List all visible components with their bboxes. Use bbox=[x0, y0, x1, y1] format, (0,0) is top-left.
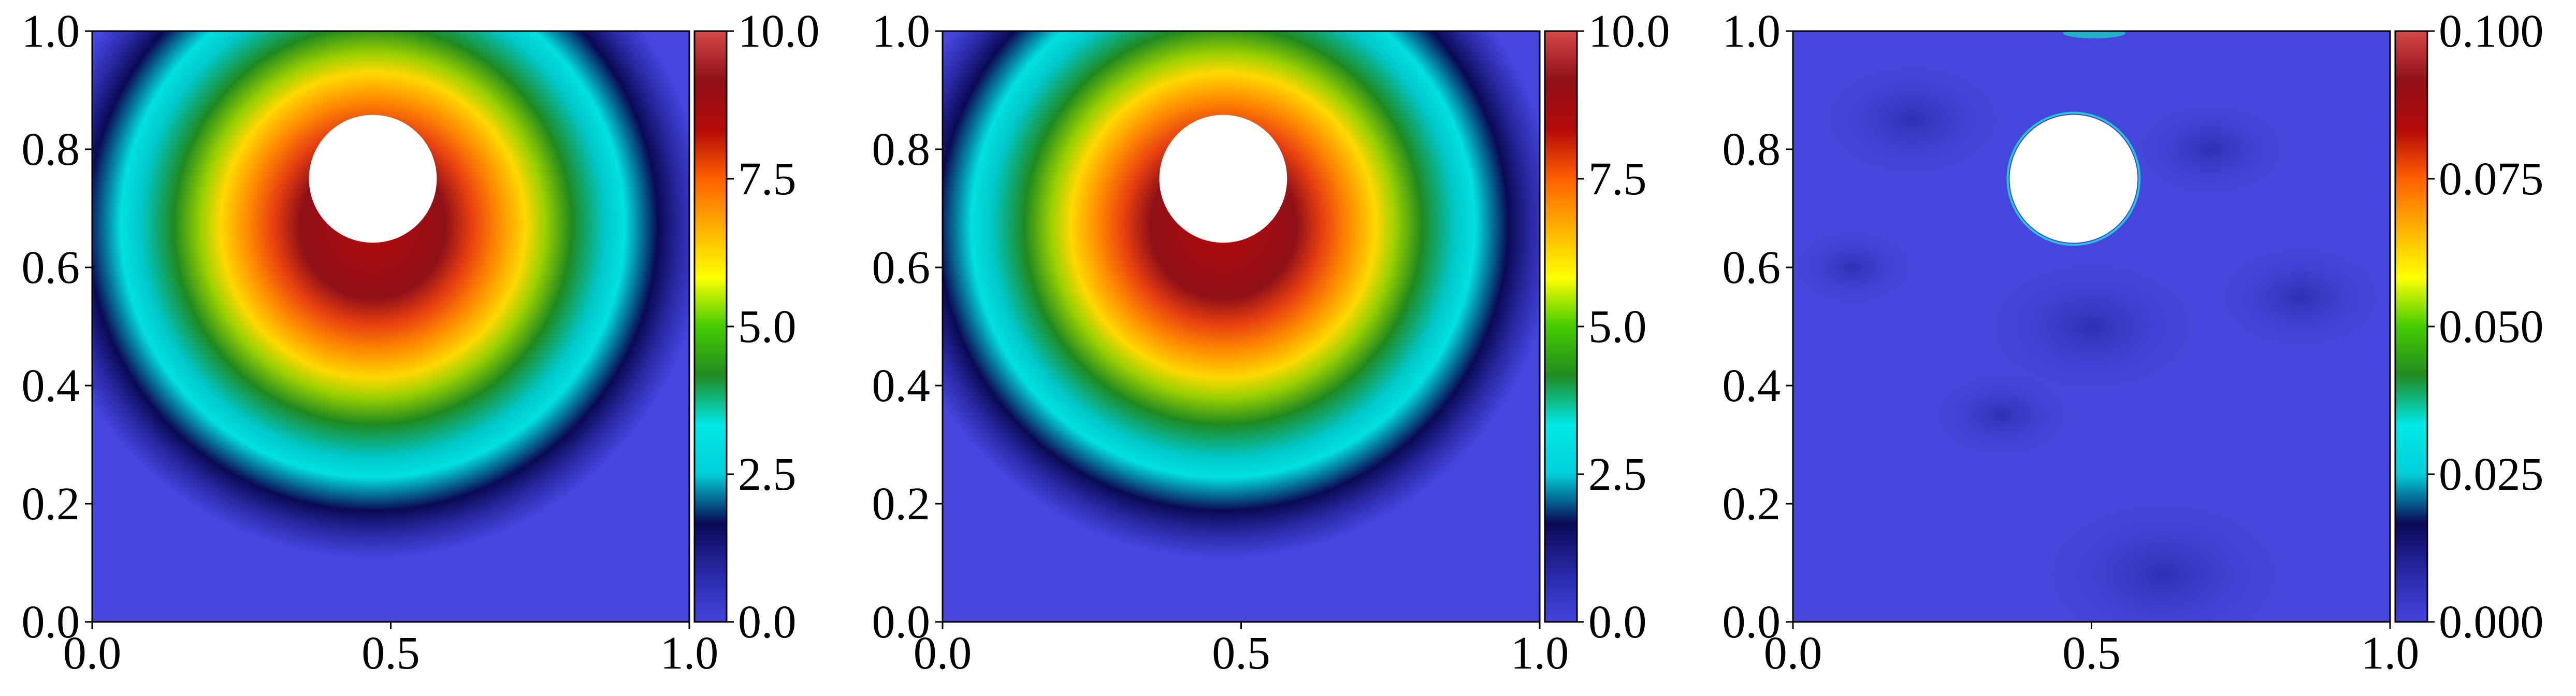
panel-2: 0.0 0.5 1.0 0.0 0.2 0.4 0.6 0.8 1.0 0.0 2.5 5.0 7.5 1… bbox=[872, 6, 1670, 679]
colorbar-tick-label: 2.5 bbox=[738, 449, 797, 500]
error-patch bbox=[1927, 368, 2077, 462]
y-tick-label: 0.2 bbox=[22, 478, 80, 530]
heatmap-field bbox=[92, 31, 689, 557]
heatmap-field bbox=[943, 31, 1540, 557]
hole-rim bbox=[2006, 111, 2141, 246]
colorbar-tick-label: 0.0 bbox=[738, 596, 797, 648]
x-tick-label: 0.5 bbox=[2062, 628, 2121, 679]
hole bbox=[309, 115, 437, 243]
x-tick-label: 1.0 bbox=[1511, 628, 1569, 679]
panel-3: 0.0 0.5 1.00.00.20.40.60.81.00.0000.0250.0… bbox=[1723, 6, 2544, 679]
x-tick-label: 1.0 bbox=[2361, 628, 2420, 679]
colorbar-tick-label: 5.0 bbox=[738, 301, 797, 352]
colorbar-tick-label: 2.5 bbox=[1588, 449, 1647, 500]
y-tick-label: 0.0 bbox=[1723, 596, 1781, 648]
x-tick-label: 0.0 bbox=[63, 628, 122, 679]
colorbar-gradient bbox=[693, 30, 728, 623]
colorbar-tick-label: 10.0 bbox=[738, 6, 820, 57]
y-tick-label: 1.0 bbox=[22, 6, 80, 57]
y-tick-label: 0.8 bbox=[872, 124, 931, 175]
y-tick-label: 1.0 bbox=[872, 6, 931, 57]
hole bbox=[1159, 115, 1287, 243]
error-patch bbox=[1813, 58, 2012, 182]
error-patch bbox=[2030, 491, 2296, 622]
error-patch bbox=[2209, 240, 2390, 354]
field-contour-region bbox=[943, 31, 1540, 557]
y-tick-label: 0.4 bbox=[22, 360, 80, 411]
colorbar: 0.0 2.5 5.0 7.5 10.0 bbox=[693, 6, 820, 648]
colorbar-tick-label: 0.100 bbox=[2439, 6, 2544, 57]
error-patch bbox=[2128, 97, 2294, 201]
field-contour-region bbox=[92, 31, 689, 557]
y-tick-label: 0.6 bbox=[872, 242, 931, 293]
colorbar-gradient bbox=[2394, 30, 2428, 623]
x-tick-label: 0.5 bbox=[1212, 628, 1270, 679]
colorbar-tick-label: 0.025 bbox=[2439, 449, 2544, 500]
y-tick-label: 0.8 bbox=[22, 124, 80, 175]
error-patch bbox=[1793, 226, 1919, 309]
y-tick-label: 0.2 bbox=[1723, 478, 1781, 530]
y-tick-label: 0.2 bbox=[872, 478, 931, 530]
x-tick-label: 0.0 bbox=[1764, 628, 1822, 679]
colorbar-gradient bbox=[1544, 30, 1578, 623]
y-tick-label: 0.8 bbox=[1723, 124, 1781, 175]
x-tick-label: 1.0 bbox=[660, 628, 719, 679]
colorbar-tick-label: 5.0 bbox=[1588, 301, 1647, 352]
colorbar-tick-label: 0.050 bbox=[2439, 301, 2544, 352]
hole bbox=[2009, 115, 2138, 243]
heatmap-field bbox=[1793, 31, 2390, 622]
colorbar: 0.0 2.5 5.0 7.5 10.0 bbox=[1544, 6, 1670, 648]
panel-1: 0.0 0.5 1.0 0.0 0.2 0.4 0.6 0.8 1.0 0.0 2.5 5.0 7.5 1… bbox=[22, 6, 820, 679]
colorbar: 0.000 0.025 0.050 0.075 0.100 bbox=[2394, 6, 2544, 648]
colorbar-tick-label: 10.0 bbox=[1588, 6, 1670, 57]
y-tick-label: 0.6 bbox=[1723, 242, 1781, 293]
top-edge-artifact bbox=[2063, 31, 2125, 38]
colorbar-tick-label: 0.075 bbox=[2439, 153, 2544, 205]
colorbar-tick-label: 7.5 bbox=[738, 153, 797, 205]
x-tick-label: 0.5 bbox=[361, 628, 420, 679]
error-patch bbox=[1975, 254, 2208, 399]
y-tick-label: 0.6 bbox=[22, 242, 80, 293]
y-tick-label: 0.0 bbox=[872, 596, 931, 648]
colorbar-tick-label: 0.000 bbox=[2439, 596, 2544, 648]
x-tick-label: 0.0 bbox=[914, 628, 972, 679]
colorbar-tick-label: 0.0 bbox=[1588, 596, 1647, 648]
y-tick-label: 0.4 bbox=[1723, 360, 1781, 411]
y-tick-label: 0.0 bbox=[22, 596, 80, 648]
y-tick-label: 1.0 bbox=[1723, 6, 1781, 57]
colorbar-tick-label: 7.5 bbox=[1588, 153, 1647, 205]
y-tick-label: 0.4 bbox=[872, 360, 931, 411]
